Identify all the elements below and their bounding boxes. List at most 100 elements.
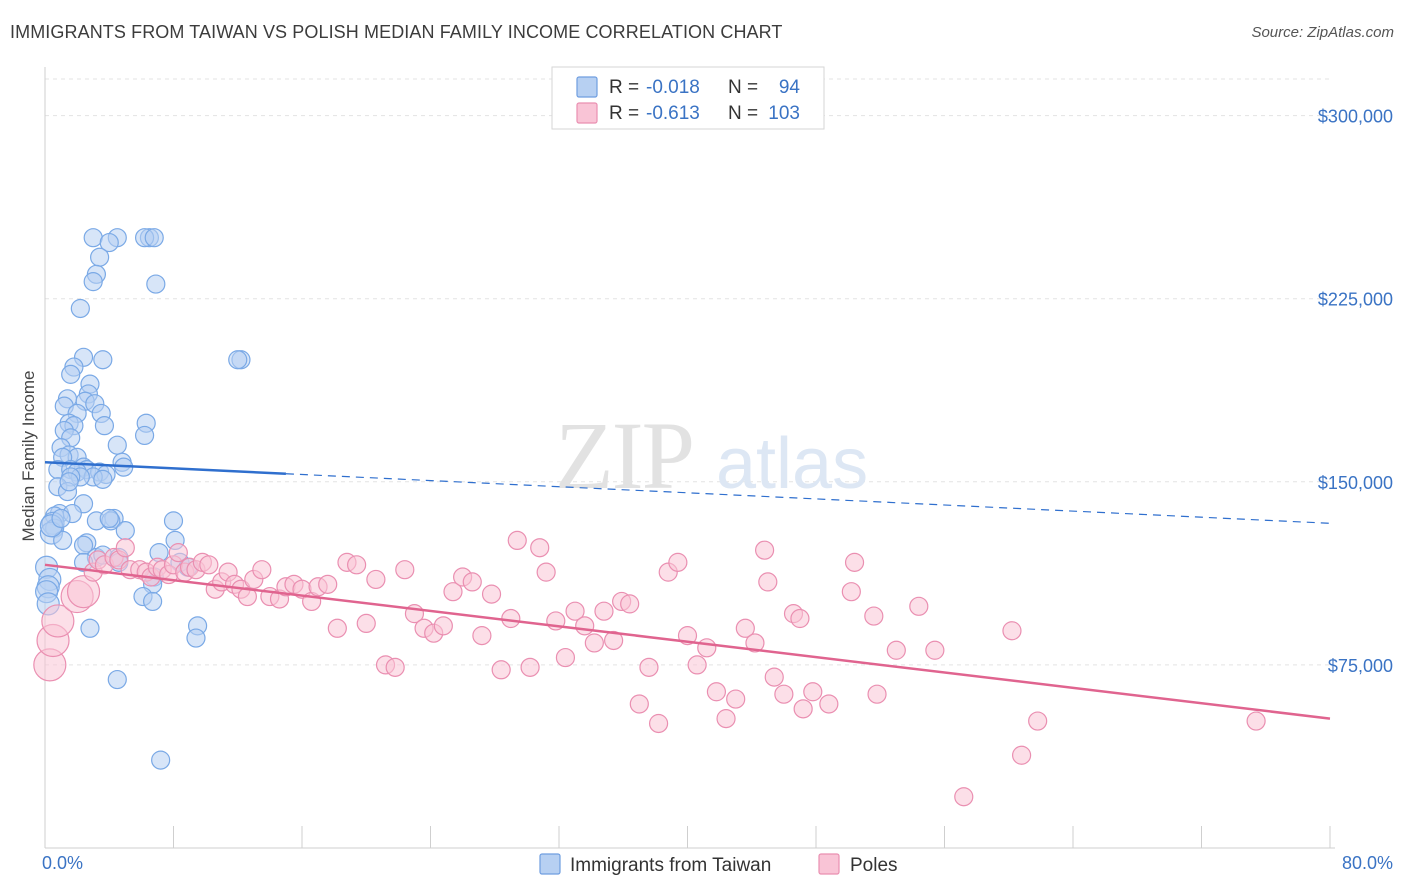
stats-r-label-poles: R =	[609, 103, 639, 124]
data-point	[1002, 621, 1022, 641]
data-point	[745, 633, 765, 653]
data-point	[803, 682, 823, 702]
data-point	[41, 604, 75, 638]
legend-swatch-taiwan[interactable]	[539, 853, 561, 875]
data-point	[793, 699, 813, 719]
data-point	[90, 247, 110, 267]
y-tick-label-3: $300,000	[1318, 107, 1393, 127]
data-point	[70, 298, 90, 319]
data-point	[66, 575, 101, 609]
trend-lines	[44, 461, 1331, 720]
data-point	[925, 640, 945, 660]
data-point	[555, 647, 576, 668]
data-point	[716, 709, 736, 729]
data-point	[501, 608, 521, 629]
data-point	[186, 628, 206, 648]
data-point	[536, 562, 556, 582]
data-point	[228, 350, 248, 370]
watermark: ZIP atlas	[555, 402, 868, 509]
data-point	[604, 630, 624, 651]
data-point	[867, 684, 887, 704]
stats-n-label-taiwan: N =	[728, 77, 758, 98]
stats-n-label-poles: N =	[728, 103, 758, 124]
data-point	[697, 638, 717, 658]
data-point	[844, 552, 865, 572]
watermark-atlas: atlas	[716, 424, 868, 504]
data-point	[754, 540, 775, 560]
data-point	[94, 416, 115, 436]
data-point	[385, 657, 405, 677]
chart-title: IMMIGRANTS FROM TAIWAN VS POLISH MEDIAN …	[10, 22, 783, 42]
data-point	[356, 613, 376, 634]
data-point	[99, 508, 119, 529]
data-point	[93, 350, 113, 370]
data-point	[61, 364, 81, 384]
legend-label-taiwan[interactable]: Immigrants from Taiwan	[570, 855, 771, 876]
trend-line-taiwan-solid	[44, 461, 286, 475]
x-tick-labels: 0.0% 80.0%	[42, 853, 1393, 873]
data-point	[327, 618, 347, 638]
data-point	[520, 657, 540, 677]
data-point	[107, 669, 127, 690]
data-point	[790, 608, 810, 629]
stats-r-label-taiwan: R =	[609, 77, 639, 98]
data-point	[758, 572, 778, 592]
data-point	[168, 543, 188, 563]
data-point	[648, 713, 669, 734]
data-point	[107, 435, 127, 455]
data-point	[706, 682, 727, 702]
watermark-zip: ZIP	[555, 402, 693, 509]
y-tick-label-2: $225,000	[1318, 290, 1393, 310]
data-point	[443, 582, 463, 602]
data-point	[1246, 711, 1266, 731]
y-tick-label-1: $150,000	[1318, 473, 1393, 493]
data-point	[620, 594, 640, 614]
data-point	[151, 750, 171, 770]
data-point	[199, 555, 219, 575]
axes	[44, 67, 1335, 849]
source-label: Source: ZipAtlas.com	[1251, 24, 1394, 41]
legend-label-poles[interactable]: Poles	[850, 855, 898, 876]
data-point	[584, 633, 604, 653]
data-point	[530, 538, 550, 558]
data-point	[735, 618, 755, 638]
data-point	[53, 530, 73, 551]
data-point	[774, 684, 794, 704]
stats-r-value-poles: -0.613	[646, 103, 700, 124]
series-poles	[33, 530, 1266, 807]
stats-n-value-taiwan: 94	[779, 77, 801, 98]
legend-swatch-poles[interactable]	[818, 853, 840, 875]
data-point	[491, 660, 511, 680]
y-axis-label: Median Family Income	[19, 370, 38, 541]
data-point	[507, 530, 527, 551]
data-point	[83, 228, 103, 248]
data-point	[886, 640, 906, 660]
data-point	[395, 560, 415, 580]
data-point	[93, 469, 113, 489]
data-point	[687, 655, 707, 675]
data-point	[864, 606, 884, 626]
y-tick-label-0: $75,000	[1328, 656, 1393, 676]
stats-legend-box: R = -0.018 N = 94 R = -0.613 N = 103	[551, 66, 825, 130]
data-point	[51, 508, 71, 529]
trend-line-taiwan-dashed	[285, 473, 1331, 524]
data-point	[639, 657, 659, 677]
data-point	[433, 616, 453, 636]
stats-n-value-poles: 103	[768, 103, 800, 124]
trend-line-poles	[44, 563, 1331, 720]
data-point	[726, 689, 746, 709]
data-point	[1011, 745, 1032, 765]
data-point	[954, 787, 974, 807]
data-point	[668, 552, 688, 572]
stats-r-value-taiwan: -0.018	[646, 77, 700, 98]
data-point	[163, 511, 184, 531]
x-tick-label-end: 80.0%	[1342, 853, 1393, 873]
data-point	[252, 560, 272, 580]
data-point	[134, 425, 155, 446]
data-point	[819, 694, 839, 714]
data-point	[366, 569, 386, 590]
data-point	[472, 626, 492, 646]
data-point	[59, 472, 79, 492]
data-point	[83, 272, 103, 292]
data-point	[237, 586, 257, 607]
